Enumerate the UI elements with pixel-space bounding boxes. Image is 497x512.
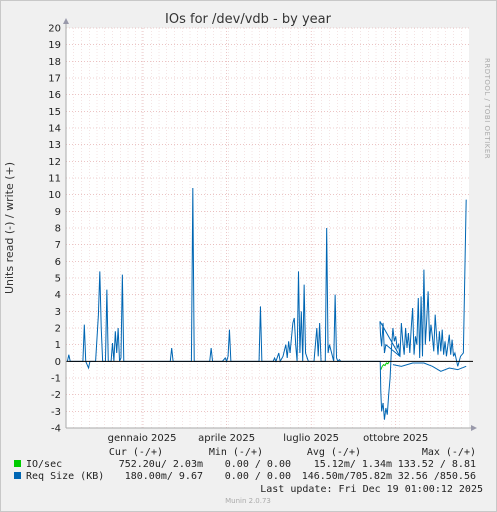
- legend-header-avg: Avg (-/+): [307, 447, 361, 458]
- series-line-1: [66, 187, 467, 420]
- y-tick-label: 15: [48, 107, 61, 118]
- y-tick-label: -3: [51, 407, 61, 418]
- y-tick-label: 5: [55, 274, 61, 285]
- legend-cur: 180.00m/ 9.67: [125, 471, 203, 482]
- y-tick-label: 7: [55, 240, 61, 251]
- legend-name: IO/sec: [26, 459, 62, 470]
- y-tick-label: 16: [48, 90, 61, 101]
- legend-swatch: [14, 472, 21, 479]
- y-tick-label: 17: [48, 74, 61, 85]
- legend: Cur (-/+) Min (-/+) Avg (-/+) Max (-/+) IO/s…: [14, 447, 476, 482]
- last-update: Last update: Fri Dec 19 01:00:12 2025: [260, 484, 483, 495]
- legend-avg: 15.12m/ 1.34m: [314, 459, 392, 470]
- x-axis-arrow: [471, 425, 477, 431]
- legend-min: 0.00 / 0.00: [225, 471, 291, 482]
- y-tick-label: 6: [55, 257, 61, 268]
- y-tick-label: 8: [55, 224, 61, 235]
- x-tick-label: gennaio 2025: [108, 433, 177, 444]
- y-tick-label: 10: [48, 190, 61, 201]
- rrdtool-credit: RRDTOOL / TOBI OETIKER: [483, 58, 491, 159]
- x-tick-label: luglio 2025: [283, 433, 339, 444]
- legend-header-max: Max (-/+): [422, 447, 476, 458]
- y-tick-label: 11: [48, 174, 61, 185]
- y-tick-label: 3: [55, 307, 61, 318]
- legend-avg: 146.50m/705.82m: [302, 471, 392, 482]
- series-line-req-size-read: [392, 362, 467, 372]
- y-tick-label: 12: [48, 157, 61, 168]
- y-axis-arrow: [63, 18, 69, 24]
- y-tick-label: 9: [55, 207, 61, 218]
- legend-min: 0.00 / 0.00: [225, 459, 291, 470]
- y-axis-label: Units read (-) / write (+): [3, 162, 16, 294]
- legend-swatch: [14, 460, 21, 467]
- axes: [63, 18, 477, 431]
- series-layer: [66, 187, 467, 420]
- munin-version: Munin 2.0.73: [225, 497, 271, 505]
- legend-max: 133.52 / 8.81: [398, 459, 476, 470]
- y-tick-label: 1: [55, 340, 61, 351]
- y-tick-label: 19: [48, 40, 61, 51]
- legend-header-min: Min (-/+): [209, 447, 263, 458]
- y-tick-label: -2: [51, 390, 61, 401]
- y-tick-label: -1: [51, 374, 61, 385]
- y-tick-label: 4: [55, 290, 61, 301]
- legend-name: Req Size (KB): [26, 471, 104, 482]
- legend-max: 32.56 /850.56: [398, 471, 476, 482]
- legend-cur: 752.20u/ 2.03m: [119, 459, 203, 470]
- y-tick-label: 20: [48, 24, 61, 35]
- y-tick-label: 14: [48, 124, 61, 135]
- chart-title: IOs for /dev/vdb - by year: [165, 12, 332, 27]
- y-tick-label: 0: [55, 357, 61, 368]
- x-tick-label: ottobre 2025: [363, 433, 428, 444]
- legend-header-cur: Cur (-/+): [109, 447, 163, 458]
- y-tick-label: -4: [51, 424, 61, 435]
- y-tick-label: 18: [48, 57, 61, 68]
- series-line-0: [380, 361, 390, 370]
- x-tick-label: aprile 2025: [198, 433, 255, 444]
- y-tick-label: 2: [55, 324, 61, 335]
- x-axis-ticks: gennaio 2025 aprile 2025 luglio 2025 ottobr…: [108, 433, 429, 444]
- y-tick-label: 13: [48, 140, 61, 151]
